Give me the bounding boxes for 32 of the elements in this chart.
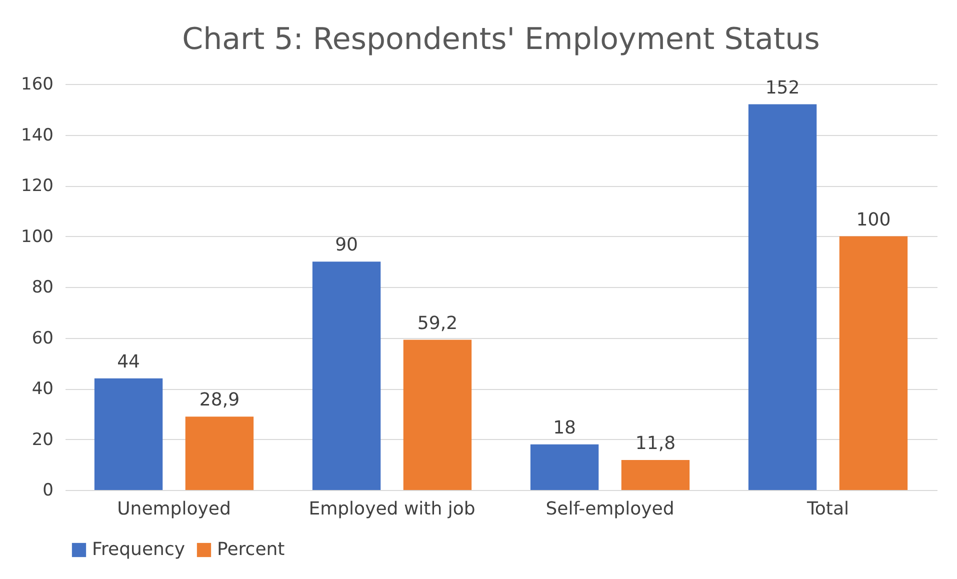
y-tick-label: 80 xyxy=(32,278,54,298)
x-tick-label: Total xyxy=(806,498,850,520)
bar xyxy=(839,236,908,490)
y-tick-label: 0 xyxy=(42,480,54,500)
legend-label: Frequency xyxy=(92,539,186,560)
data-label: 28,9 xyxy=(199,390,240,411)
bar xyxy=(621,460,690,490)
data-label: 44 xyxy=(117,351,140,372)
data-label: 11,8 xyxy=(635,433,676,454)
y-tick-label: 120 xyxy=(21,176,54,196)
bar xyxy=(403,340,472,490)
bar xyxy=(94,378,163,490)
chart-title: Chart 5: Respondents' Employment Status xyxy=(182,22,820,57)
bar xyxy=(185,416,254,490)
legend-label: Percent xyxy=(217,539,285,560)
y-tick-label: 100 xyxy=(21,226,54,247)
data-label: 152 xyxy=(765,77,800,98)
x-tick-label: Unemployed xyxy=(117,498,231,520)
y-tick-label: 60 xyxy=(32,328,54,348)
data-label: 100 xyxy=(856,209,891,230)
data-label: 90 xyxy=(335,234,358,256)
data-label: 18 xyxy=(553,417,576,438)
x-tick-label: Self-employed xyxy=(546,498,674,520)
y-tick-label: 140 xyxy=(21,125,54,146)
bar xyxy=(748,104,817,490)
y-tick-label: 160 xyxy=(21,74,54,94)
data-label: 59,2 xyxy=(417,312,458,334)
y-tick-label: 20 xyxy=(32,430,54,450)
x-tick-label: Employed with job xyxy=(308,498,476,520)
y-tick-label: 40 xyxy=(32,379,54,399)
bar xyxy=(312,262,381,490)
bar xyxy=(530,444,599,490)
